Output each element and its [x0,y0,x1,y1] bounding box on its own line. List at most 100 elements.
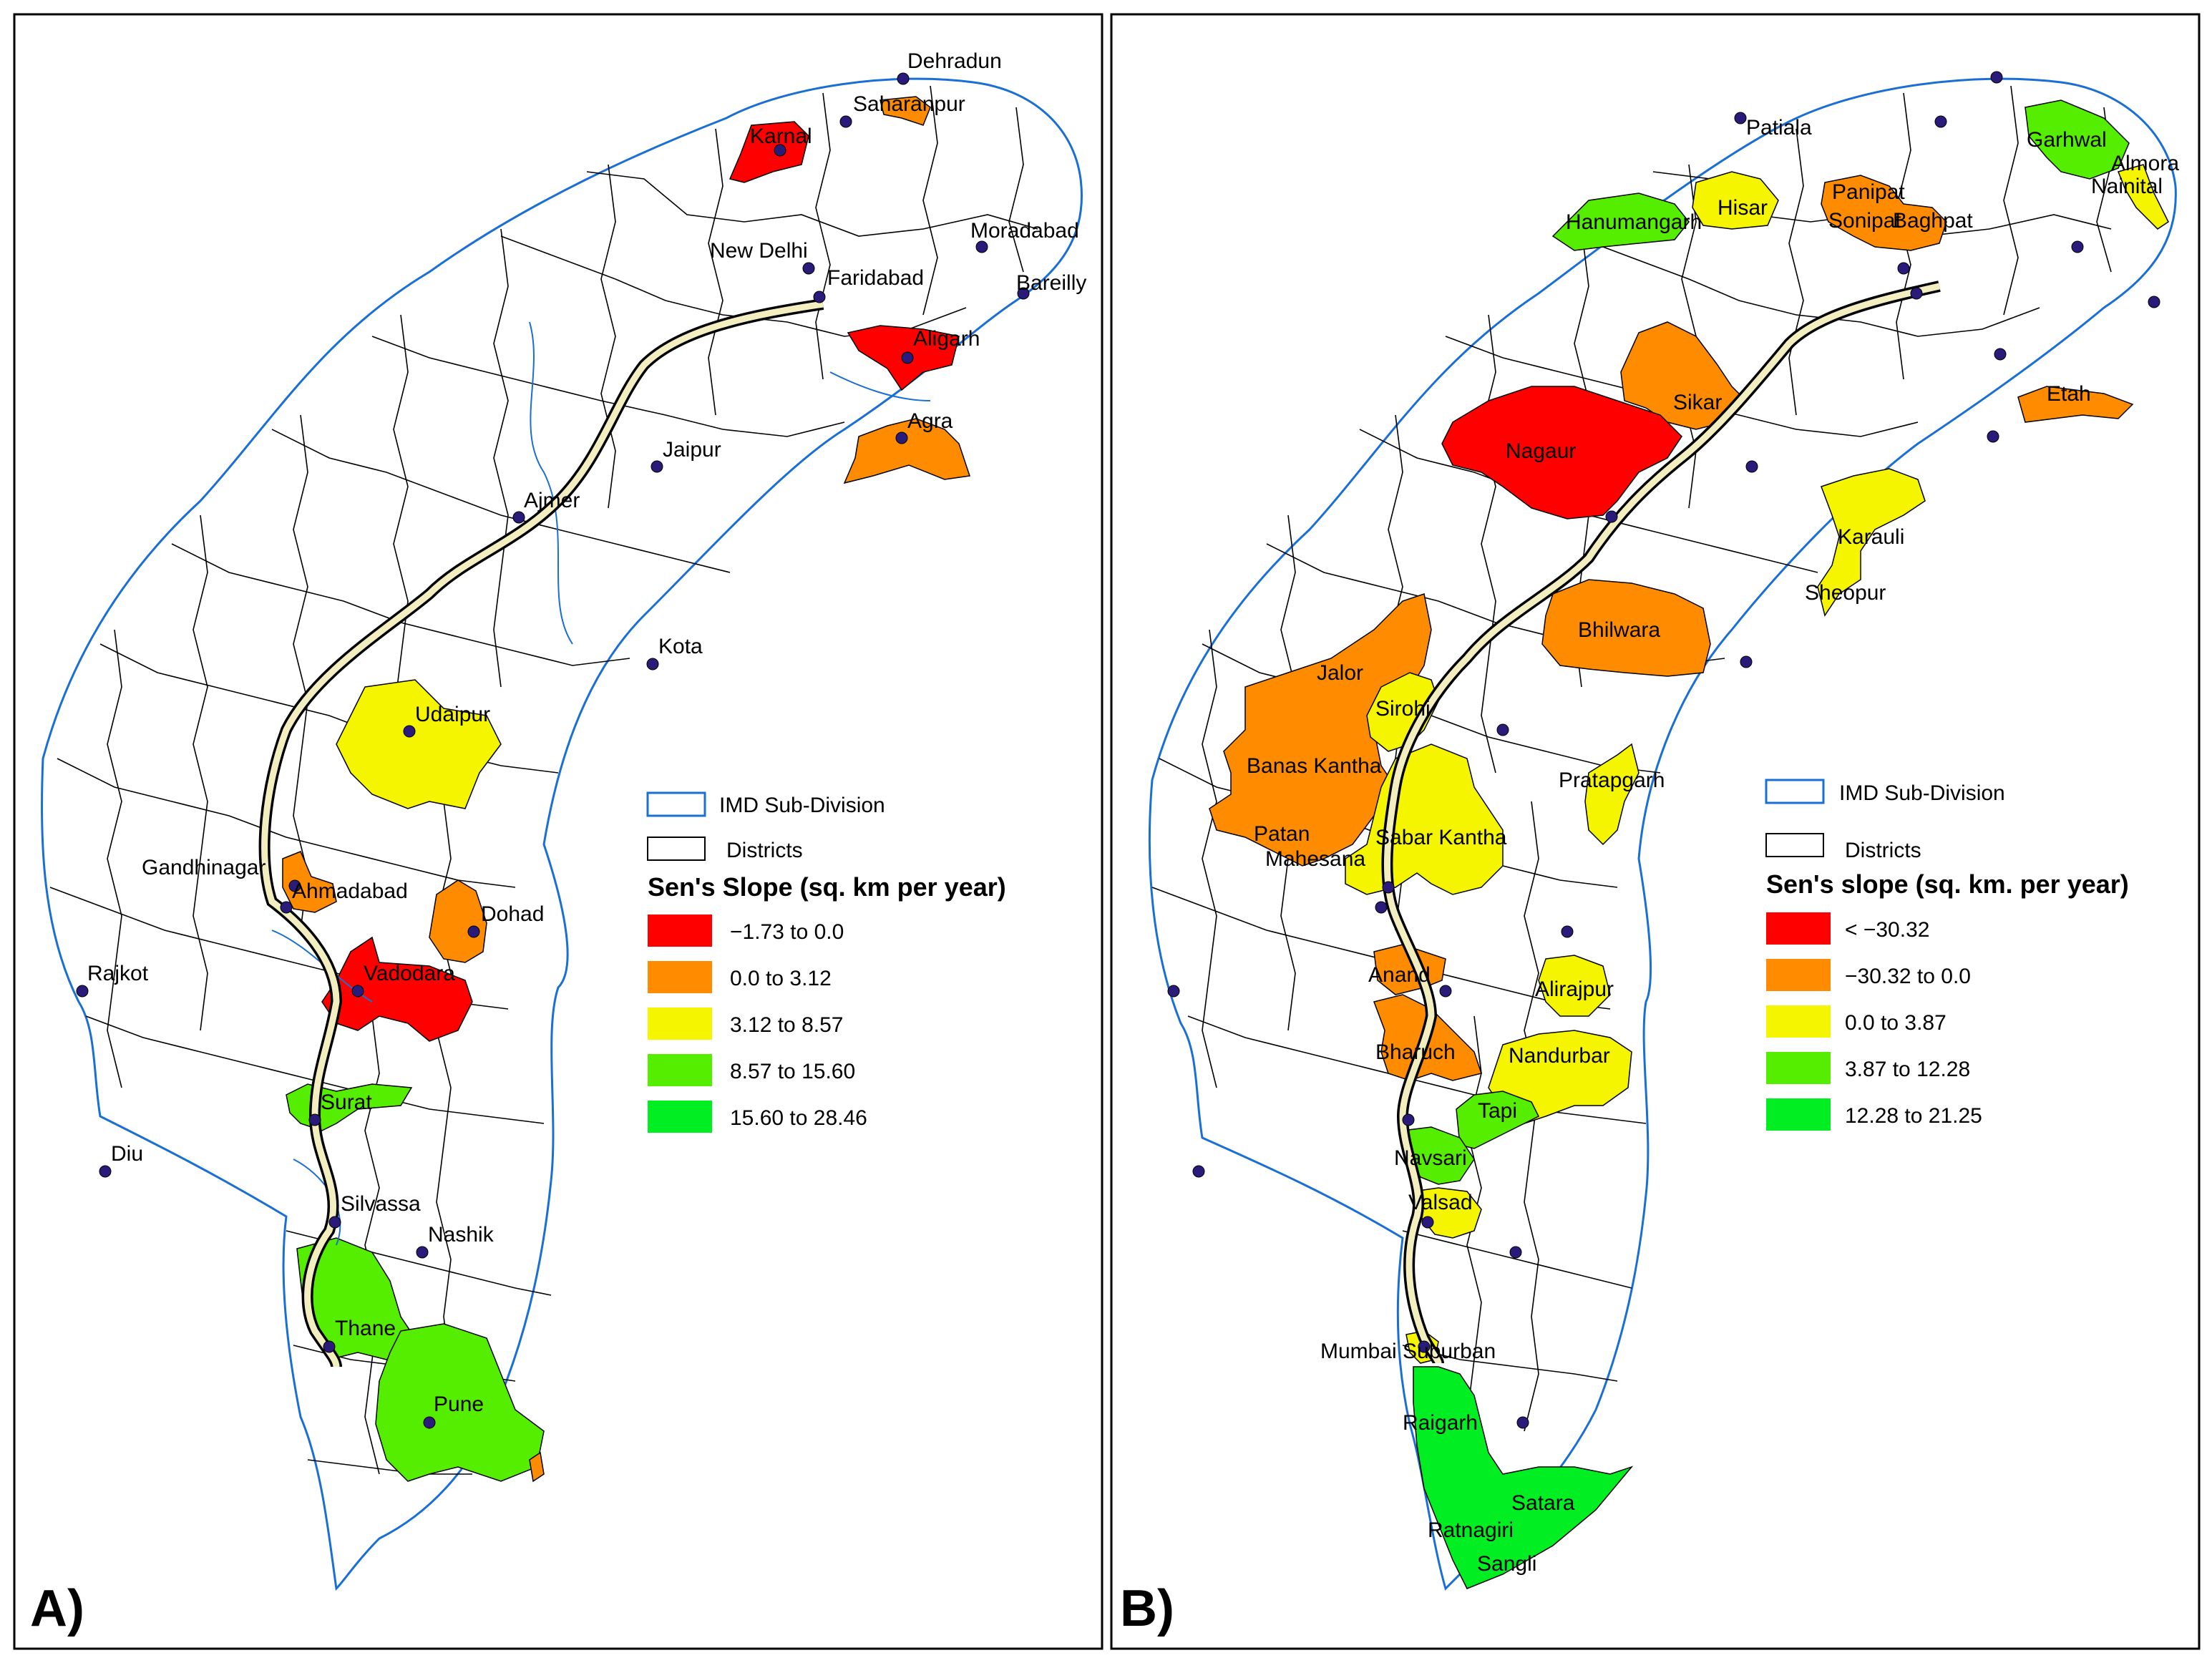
city-point [1987,430,1999,443]
legend-class-label: 0.0 to 3.87 [1845,1011,1947,1035]
city-point [901,351,914,364]
district-label-mumbai-suburban: Mumbai Suburban [1320,1340,1496,1363]
district-labels-b: Patiala Garhwal Almora Nainital Panipat … [1247,116,2179,1576]
city-point [813,291,826,303]
district-label-sirohi: Sirohi [1375,697,1431,721]
district-label-valsad: Valsad [1408,1191,1473,1214]
legend-swatch-class2 [648,961,712,993]
panel-a: Dehradun Saharanpur Karnal Moradabad New… [13,13,1103,1650]
city-point [288,879,301,892]
city-label-new-delhi: New Delhi [710,239,808,263]
city-point [99,1165,112,1178]
district-label-tapi: Tapi [1478,1099,1517,1123]
city-point [1605,510,1618,523]
city-label-diu: Diu [111,1142,143,1166]
legend-title: Sen's Slope (sq. km per year) [648,872,1006,902]
city-label-nashik: Nashik [428,1223,494,1247]
city-point [2148,296,2160,308]
city-point [1192,1165,1205,1178]
legend-a: IMD Sub-Division Districts Sen's Slope (… [646,791,1006,1133]
district-label-bharuch: Bharuch [1375,1040,1456,1064]
district-label-bhilwara: Bhilwara [1578,618,1660,642]
district-vaddodara [321,936,473,1042]
legend-districts-swatch [647,837,706,861]
city-point [467,925,480,938]
district-small-orange [529,1451,545,1483]
district-label-satara: Satara [1511,1491,1575,1515]
city-point [646,658,659,670]
legend-districts-swatch [1765,833,1824,857]
legend-class-label: −1.73 to 0.0 [730,920,844,944]
city-point [1910,287,1923,300]
district-tapi [1456,1091,1540,1149]
district-agra [843,418,970,484]
district-label-raigarh: Raigarh [1403,1411,1478,1435]
legend-class-label: 0.0 to 3.12 [730,967,832,990]
city-point [802,262,815,275]
city-point [651,460,663,473]
district-nainital [2117,164,2169,230]
city-markers: Dehradun Saharanpur Karnal Moradabad New… [76,49,1086,1429]
district-hanumangarh [1551,192,1690,251]
city-point [1439,985,1452,998]
city-point [351,985,364,998]
city-point [1167,985,1180,998]
legend-b: IMD Sub-Division Districts Sen's slope (… [1765,779,2129,1131]
district-dohad [429,879,487,963]
city-label-ajmer: Ajmer [524,489,580,512]
district-label-patiala: Patiala [1746,116,1812,140]
city-point [1496,723,1509,736]
city-point [839,115,852,128]
district-raigarh-ratnagiri-satara-sangli [1413,1366,1634,1589]
district-pune [375,1323,545,1482]
district-label-baghpat: Baghpat [1893,209,1973,233]
city-label-dehradun: Dehradun [907,49,1002,73]
city-point [1897,262,1910,275]
city-label-faridabad: Faridabad [827,266,924,290]
district-label-navsari: Navsari [1394,1146,1467,1170]
district-label-mahesana: Mahesana [1265,847,1365,871]
district-label-sabar-kantha: Sabar Kantha [1375,826,1507,849]
district-label-sangli: Sangli [1477,1552,1536,1576]
city-point [1561,925,1574,938]
district-label-hisar: Hisar [1718,196,1768,220]
city-label-gandhinagar: Gandhinagar [142,856,265,879]
legend-title: Sen's slope (sq. km. per year) [1766,869,2129,899]
city-point [323,1340,336,1353]
city-label-rajkot: Rajkot [87,962,149,985]
legend-class-label: 3.87 to 12.28 [1845,1058,1970,1081]
legend-class-label: 3.12 to 8.57 [730,1013,843,1037]
district-label-garhwal: Garhwal [2027,128,2107,152]
city-point [1375,901,1388,914]
city-point [1421,1216,1434,1229]
legend-class-label: 8.57 to 15.60 [730,1060,855,1083]
legend-imd-label: IMD Sub-Division [719,794,885,817]
district-label-pratapgarh: Pratapgarh [1559,769,1665,792]
panel-b-label: B) [1120,1580,1174,1637]
district-label-jalor: Jalor [1317,661,1363,685]
legend-swatch-class1 [648,915,712,947]
city-label-pune: Pune [434,1393,484,1416]
district-label-sheopur: Sheopur [1805,581,1886,605]
city-point [423,1416,436,1429]
district-label-nainital: Nainital [2091,175,2163,198]
legend-class-label: < −30.32 [1845,918,1929,942]
city-label-aligarh: Aligarh [913,327,980,351]
city-point [512,511,525,524]
district-karauli-sheopur [1817,468,1926,617]
city-label-dohad: Dohad [481,902,544,926]
city-point [1516,1416,1529,1429]
district-label-nandurbar: Nandurbar [1509,1044,1610,1068]
district-saharanpur [880,96,931,126]
district-label-sonipat: Sonipat [1828,209,1901,233]
district-label-karauli: Karauli [1838,525,1904,549]
district-label-alirajpur: Alirajpur [1535,977,1614,1001]
city-label-kota: Kota [658,635,703,658]
district-label-hanumangarh: Hanumangarh [1566,210,1702,234]
district-alirajpur [1538,955,1611,1017]
district-label-sikar: Sikar [1673,391,1722,414]
city-point [1990,71,2003,84]
district-bhilwara [1541,579,1711,677]
district-label-anand: Anand [1368,963,1431,987]
